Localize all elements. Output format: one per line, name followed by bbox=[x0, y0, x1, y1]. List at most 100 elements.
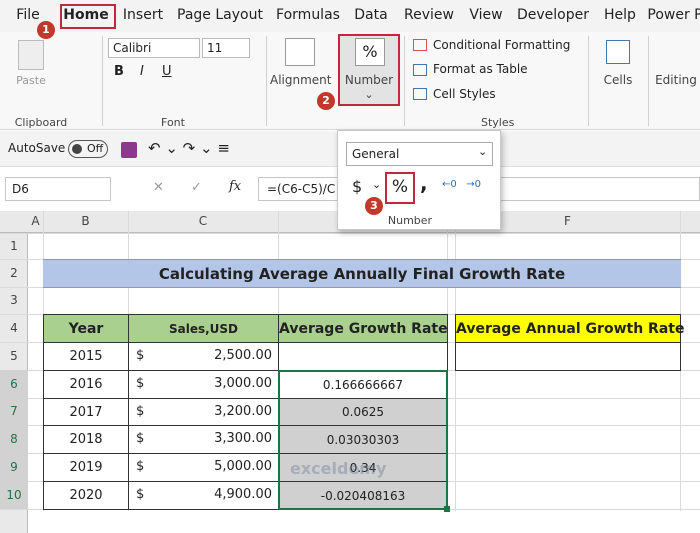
tab-bar: File Home Insert Page Layout Formulas Data Rev… bbox=[0, 0, 700, 32]
chevron: ⌄ bbox=[364, 88, 374, 101]
decimal-icons[interactable]: ←0 →0 bbox=[442, 179, 482, 190]
cells-icon[interactable] bbox=[606, 40, 630, 64]
row-header: 1 bbox=[10, 239, 18, 253]
worksheet: A B C F 1 2 3 4 5 6 7 8 9 10 Calculating Average Annua… bbox=[0, 211, 700, 533]
undo-icon[interactable]: ↶ ⌄ ↷ ⌄ ≡ bbox=[148, 139, 230, 157]
name-box[interactable]: D6 bbox=[5, 177, 111, 201]
menu-tab[interactable]: File bbox=[16, 7, 40, 23]
styles-item[interactable]: Cell Styles bbox=[433, 87, 496, 101]
menu-tab[interactable]: Home bbox=[63, 7, 109, 23]
menu-tab[interactable]: Developer bbox=[516, 7, 589, 23]
alignment-button[interactable]: Alignment bbox=[270, 73, 332, 87]
comma-button[interactable]: , bbox=[420, 171, 428, 195]
number-button[interactable]: Number bbox=[344, 73, 394, 87]
cf-icon bbox=[413, 39, 427, 51]
growth-cell: 0.34 bbox=[278, 453, 448, 482]
year-cell: 2018 bbox=[43, 425, 129, 454]
underline-icon[interactable]: U bbox=[162, 64, 172, 79]
menu-tab[interactable]: Data bbox=[354, 7, 388, 23]
menu-tab[interactable]: Insert bbox=[122, 7, 164, 23]
grid-line bbox=[0, 233, 700, 234]
amount: 3,300.00 bbox=[214, 431, 272, 446]
menu-tab[interactable]: Formulas bbox=[276, 7, 340, 23]
highlight-box bbox=[338, 34, 400, 106]
currency-button[interactable]: $ bbox=[352, 177, 363, 196]
row-header: 6 bbox=[0, 370, 28, 398]
currency-sign: $ bbox=[136, 431, 145, 446]
italic-icon[interactable]: I bbox=[140, 64, 144, 79]
styles-item[interactable]: Conditional Formatting bbox=[433, 38, 571, 52]
selection-border bbox=[278, 370, 448, 510]
currency-sign: $ bbox=[136, 487, 145, 502]
chevron: ⌄ bbox=[372, 178, 382, 191]
font-size-box[interactable]: 11 bbox=[202, 38, 250, 58]
currency-sign: $ bbox=[136, 376, 145, 391]
chevron: ⌄ bbox=[478, 145, 488, 158]
year-cell: 2019 bbox=[43, 453, 129, 482]
save-icon[interactable] bbox=[121, 142, 137, 158]
separator bbox=[102, 36, 103, 126]
paste-icon[interactable] bbox=[18, 40, 44, 70]
row-header: 10 bbox=[0, 481, 28, 509]
menu-tab[interactable]: Help bbox=[604, 7, 636, 23]
header-cell: Average Growth Rate bbox=[278, 314, 448, 343]
menu-tab[interactable]: Power P bbox=[647, 7, 700, 23]
header-cell: Sales,USD bbox=[128, 314, 279, 343]
editing-button[interactable]: Editing bbox=[655, 73, 697, 87]
autosave-toggle[interactable]: Off bbox=[68, 140, 108, 158]
autosave-label: AutoSave bbox=[8, 141, 66, 155]
highlight-box bbox=[385, 172, 415, 204]
column-header: A bbox=[31, 214, 40, 228]
separator bbox=[266, 36, 267, 126]
alignment-icon[interactable] bbox=[285, 38, 315, 66]
row-header: 2 bbox=[10, 266, 18, 280]
number-icon[interactable]: % bbox=[355, 38, 385, 66]
cell bbox=[455, 342, 681, 371]
step-marker: 2 bbox=[317, 92, 335, 110]
format-combo[interactable]: General bbox=[346, 142, 493, 166]
menu-tab[interactable]: View bbox=[469, 7, 503, 23]
separator bbox=[648, 36, 649, 126]
percent-button[interactable]: % bbox=[391, 177, 409, 197]
column-header: B bbox=[81, 214, 90, 228]
highlight-box bbox=[60, 4, 116, 29]
menu-tab[interactable]: Page Layout bbox=[177, 7, 263, 23]
amount: 3,000.00 bbox=[214, 376, 272, 391]
row-header: 5 bbox=[10, 349, 18, 363]
year-cell: 2017 bbox=[43, 398, 129, 426]
row-header: 3 bbox=[10, 293, 18, 307]
growth-cell bbox=[278, 342, 448, 371]
table-icon bbox=[413, 64, 427, 76]
group-label: Number bbox=[387, 214, 433, 227]
paste-label[interactable]: Paste bbox=[16, 74, 46, 87]
row-header: 4 bbox=[10, 321, 18, 335]
growth-cell: 0.03030303 bbox=[278, 425, 448, 454]
row-header: 7 bbox=[0, 398, 28, 425]
font-name-box[interactable]: Calibri bbox=[108, 38, 200, 58]
cancel-icon[interactable]: ✕ bbox=[153, 180, 164, 195]
column-header: F bbox=[564, 214, 571, 228]
menu-tab[interactable]: Review bbox=[404, 7, 454, 23]
cells-button[interactable]: Cells bbox=[603, 73, 633, 87]
number-dropdown: General ⌄ $ ⌄ % , ←0 →0 Number bbox=[337, 130, 501, 230]
styles-item[interactable]: Format as Table bbox=[433, 62, 528, 76]
year-cell: 2020 bbox=[43, 481, 129, 510]
column-header: C bbox=[198, 214, 208, 228]
row-header: 9 bbox=[0, 453, 28, 481]
enter-icon[interactable]: ✓ bbox=[191, 180, 202, 195]
toggle-knob bbox=[72, 144, 82, 154]
separator bbox=[404, 36, 405, 126]
amount: 5,000.00 bbox=[214, 459, 272, 474]
group-label: Clipboard bbox=[14, 116, 68, 129]
row-header: 8 bbox=[0, 425, 28, 453]
bold-icon[interactable]: B bbox=[114, 64, 124, 79]
group-label: Styles bbox=[481, 116, 515, 129]
amount: 3,200.00 bbox=[214, 404, 272, 419]
separator bbox=[588, 36, 589, 126]
currency-sign: $ bbox=[136, 404, 145, 419]
header-cell: Average Annual Growth Rate bbox=[455, 314, 684, 343]
fx-button[interactable]: fx bbox=[229, 179, 242, 194]
year-cell: 2015 bbox=[43, 342, 129, 371]
header-cell: Year bbox=[43, 314, 129, 343]
currency-sign: $ bbox=[136, 348, 145, 363]
